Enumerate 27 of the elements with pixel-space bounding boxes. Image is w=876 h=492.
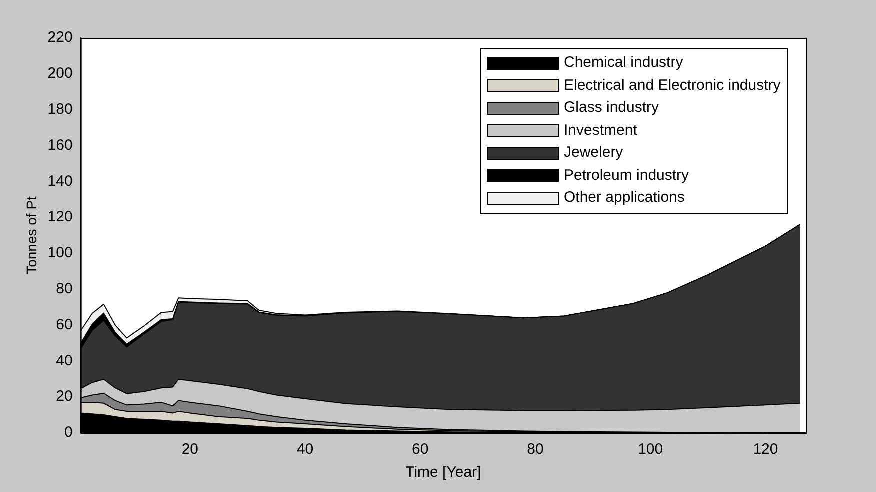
y-tick-label: 0 [64,424,73,442]
legend-label: Glass industry [564,98,660,118]
y-tick-label: 100 [48,244,73,262]
legend-label: Chemical industry [564,53,684,73]
legend-label: Jewelery [564,143,624,163]
y-tick-label: 220 [48,29,73,46]
y-tick-label: 120 [48,208,73,226]
x-tick-label: 60 [412,441,429,458]
y-tick-label: 140 [48,172,73,190]
y-tick-label: 180 [48,100,73,118]
y-tick-label: 40 [56,352,73,370]
x-tick-label: 40 [296,441,314,458]
legend-label: Petroleum industry [564,166,690,186]
legend-label: Electrical and Electronic industry [564,76,781,96]
x-axis-title: Time [Year] [406,464,482,482]
x-tick-label: 100 [638,441,664,458]
y-tick-label: 20 [56,388,73,406]
x-tick-label: 80 [527,441,544,458]
y-axis-title: Tonnes of Pt [23,196,40,274]
x-tick-label: 120 [753,441,778,458]
legend-label: Other applications [564,188,685,208]
y-tick-label: 160 [48,136,73,154]
y-tick-label: 80 [56,280,73,298]
legend-label: Investment [564,120,638,140]
y-tick-label: 200 [48,65,73,82]
x-tick-label: 20 [182,441,199,458]
y-tick-label: 60 [56,316,73,334]
